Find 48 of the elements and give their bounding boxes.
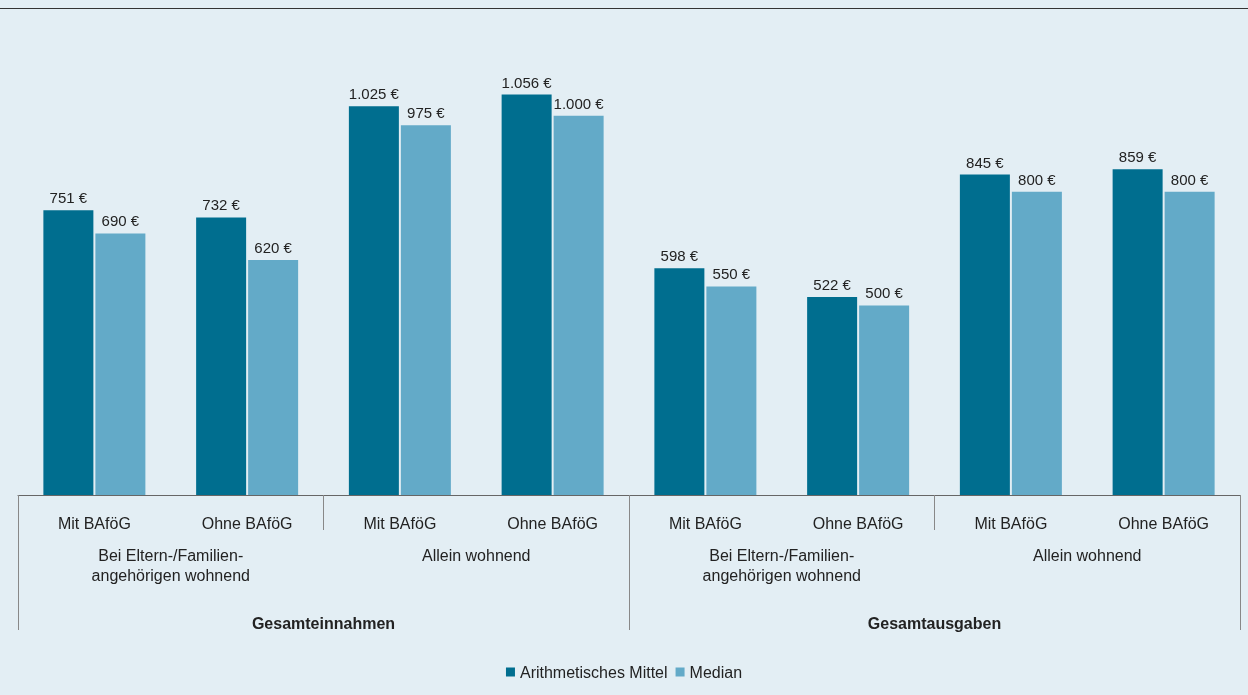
bar [501,94,552,495]
x-tick-label: Ohne BAföG [1118,514,1209,532]
data-label: 690 € [101,212,140,230]
data-label: 620 € [254,238,293,256]
bar [654,268,705,495]
data-label: 975 € [407,104,446,122]
text: Bei Eltern-/Familien- angehörigen wohnend [91,546,250,584]
bar [1011,191,1062,495]
bar [248,259,299,495]
bar [43,210,94,495]
bar [400,125,451,495]
bar [196,217,247,495]
data-label: 845 € [966,153,1005,171]
text: Allein wohnend [1032,546,1142,564]
x-tick-label: Ohne BAföG [812,514,904,532]
bar [807,297,858,495]
text: Allein wohnend [421,546,531,564]
data-label: 1.000 € [553,94,605,112]
data-label: 751 € [49,189,88,207]
data-label: 732 € [202,196,241,214]
x-tick-label: Ohne BAföG [507,514,598,532]
data-label: 598 € [660,247,699,265]
data-label: 500 € [865,284,904,302]
bar [553,115,604,495]
bar [859,305,910,495]
text: Bei Eltern-/Familien- angehörigen wohnend [702,546,861,584]
x-tick-label: Mit BAföG [57,514,131,532]
legend-label: Median [689,663,743,681]
bar [1164,191,1215,495]
data-label: 800 € [1018,170,1057,188]
data-label: 1.056 € [501,73,553,91]
bar [348,106,399,495]
bar [1112,169,1163,495]
x-tick-label: Mit BAföG [974,514,1048,532]
data-label: 800 € [1170,170,1210,188]
bar [706,286,757,495]
bar [959,174,1010,495]
data-label: 859 € [1118,148,1158,166]
legend-label: Arithmetisches Mittel [519,663,668,681]
text: Gesamteinnahmen [251,614,396,632]
bar [95,233,146,495]
text: Gesamtausgaben [867,614,1002,632]
data-label: 1.025 € [348,85,400,103]
data-label: 550 € [712,265,751,283]
x-tick-label: Mit BAföG [363,514,437,532]
data-label: 522 € [813,276,852,294]
x-tick-label: Ohne BAföG [201,514,293,532]
x-tick-label: Mit BAföG [668,514,742,532]
